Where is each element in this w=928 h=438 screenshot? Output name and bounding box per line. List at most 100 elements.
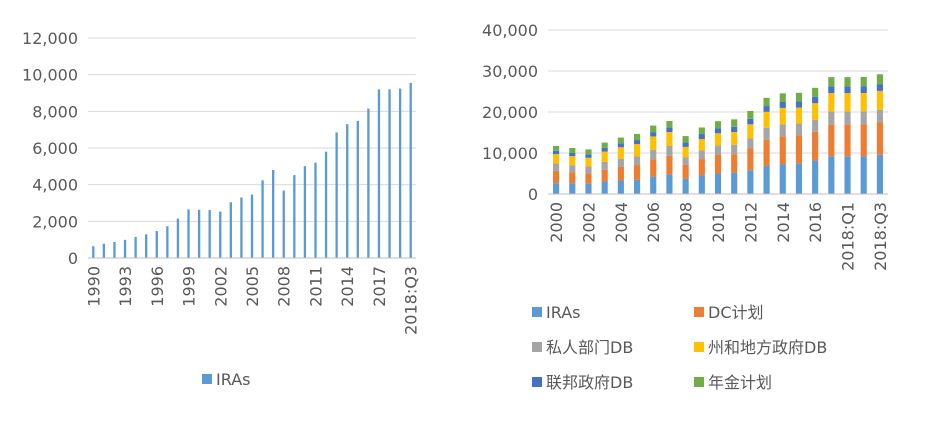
- left-chart-irs: 0 2,000 4,000 6,000 8,000 10,000 12,000 1990 199…: [22, 29, 421, 389]
- bar-IRAs-2014: [779, 164, 786, 194]
- bar-联邦政府DB-2011: [731, 126, 738, 133]
- legend-swatch: [694, 307, 704, 317]
- bar-IRAs-1993: [123, 239, 127, 258]
- legend-swatch: [532, 307, 542, 317]
- legend-label: 联邦政府DB: [546, 373, 633, 392]
- legend-label: IRAs: [216, 370, 250, 389]
- bar-年金计划-2018:Q2: [860, 76, 867, 87]
- bar-IRAs-2018:Q2: [398, 88, 402, 258]
- bar-年金计划-2016: [812, 87, 819, 97]
- x-tick-label: 2004: [612, 202, 631, 243]
- bar-州和地方政府DB-2004: [617, 147, 624, 159]
- bar-IRAs-2014: [346, 124, 349, 259]
- bar-年金计划-2010: [714, 121, 722, 129]
- bar-IRAs-2007: [271, 170, 275, 258]
- bar-年金计划-2012: [747, 110, 754, 119]
- bar-IRAs-1990: [92, 246, 95, 258]
- bar-州和地方政府DB-2003: [601, 151, 608, 162]
- bar-IRAs-2003: [229, 202, 233, 258]
- bar-DC计划-2007: [666, 155, 673, 175]
- bar-私人部门DB-2018:Q1: [844, 111, 851, 125]
- bar-IRAs-1994: [134, 236, 137, 258]
- bar-IRAs-2015: [356, 120, 359, 258]
- bar-IRAs-2010: [714, 173, 722, 194]
- legend-swatch: [694, 342, 704, 352]
- x-tick-label: 2018:Q3: [402, 266, 421, 335]
- bar-IRAs-1996: [155, 231, 158, 258]
- bar-IRAs-1995: [145, 234, 148, 258]
- bar-年金计划-2004: [617, 137, 624, 144]
- y-tick-label: 10,000: [482, 144, 538, 163]
- bar-IRAs-2002: [585, 183, 592, 194]
- x-tick-label: 2018:Q1: [839, 202, 858, 271]
- y-tick-label: 0: [528, 185, 538, 204]
- bar-IRAs-2007: [666, 174, 673, 194]
- x-tick-label: 2018:Q3: [871, 202, 890, 271]
- bar-年金计划-2011: [731, 119, 738, 127]
- x-tick-label: 1996: [148, 266, 167, 307]
- legend-swatch: [202, 374, 212, 384]
- bar-DC计划-2008: [682, 164, 689, 179]
- bar-DC计划-2002: [585, 173, 592, 184]
- bar-IRAs-2013: [763, 165, 770, 194]
- bar-私人部门DB-2015: [795, 123, 803, 136]
- bar-联邦政府DB-2016: [812, 96, 819, 104]
- bar-联邦政府DB-2006: [650, 132, 657, 137]
- bar-IRAs-2010: [303, 166, 307, 258]
- bar-IRAs-2008: [282, 190, 285, 258]
- bar-IRAs-2017: [377, 89, 381, 258]
- bar-IRAs-2006: [650, 176, 657, 194]
- bar-私人部门DB-2018:Q2: [860, 111, 867, 125]
- x-tick-label: 2000: [547, 202, 566, 243]
- bar-DC计划-2014: [779, 136, 786, 165]
- bar-私人部门DB-2012: [747, 138, 754, 149]
- y-tick-label: 2,000: [32, 212, 78, 231]
- bar-IRAs-2018:Q1: [844, 156, 851, 194]
- bar-联邦政府DB-2008: [682, 142, 689, 147]
- bar-IRAs-2011: [731, 172, 738, 194]
- bar-DC计划-2012: [747, 148, 754, 171]
- bar-IRAs-2006: [261, 180, 264, 258]
- bar-联邦政府DB-2012: [747, 118, 754, 125]
- x-tick-label: 2014: [338, 266, 357, 307]
- bar-州和地方政府DB-2010: [714, 133, 722, 146]
- bar-联邦政府DB-2007: [666, 127, 673, 133]
- bar-私人部门DB-2016: [812, 119, 819, 132]
- bar-DC计划-2003: [601, 169, 608, 182]
- bar-私人部门DB-2003: [601, 161, 608, 170]
- bar-州和地方政府DB-2011: [731, 132, 738, 145]
- bar-联邦政府DB-2018:Q2: [860, 86, 867, 93]
- bar-IRAs-2012: [747, 170, 754, 194]
- bar-私人部门DB-2008: [682, 157, 689, 165]
- bar-IRAs-2004: [617, 180, 624, 194]
- bar-IRAs-2013: [335, 132, 338, 258]
- bar-DC计划-2017: [828, 124, 835, 157]
- bar-州和地方政府DB-2005: [633, 144, 641, 157]
- bar-私人部门DB-2017: [828, 111, 835, 125]
- bar-年金计划-2018:Q3: [876, 74, 883, 85]
- bar-年金计划-2018:Q1: [844, 77, 851, 87]
- bar-联邦政府DB-2001: [569, 152, 576, 157]
- bar-私人部门DB-2010: [714, 145, 722, 156]
- bar-IRAs-2001: [208, 209, 211, 258]
- bar-州和地方政府DB-2015: [795, 107, 803, 124]
- y-tick-label: 20,000: [482, 103, 538, 122]
- x-tick-label: 2008: [275, 266, 294, 307]
- y-tick-label: 12,000: [22, 29, 78, 48]
- bar-DC计划-2018:Q1: [844, 124, 851, 157]
- bar-联邦政府DB-2018:Q3: [876, 84, 883, 91]
- bar-IRAs-2005: [250, 194, 254, 258]
- bar-州和地方政府DB-2016: [812, 103, 819, 120]
- bar-州和地方政府DB-2008: [682, 146, 689, 158]
- bar-私人部门DB-2002: [585, 166, 592, 174]
- bar-州和地方政府DB-2018:Q3: [876, 90, 883, 110]
- bar-州和地方政府DB-2009: [698, 138, 705, 151]
- bar-IRAs-2000: [197, 209, 201, 258]
- bar-州和地方政府DB-2018:Q1: [844, 93, 851, 112]
- bar-州和地方政府DB-2014: [779, 107, 786, 125]
- right-chart-stacked: 0 10,000 20,000 30,000 40,000 2000 2002 2004 200…: [482, 21, 890, 392]
- bar-私人部门DB-2014: [779, 124, 786, 137]
- x-tick-label: 2011: [306, 266, 325, 307]
- bar-私人部门DB-2007: [666, 146, 673, 156]
